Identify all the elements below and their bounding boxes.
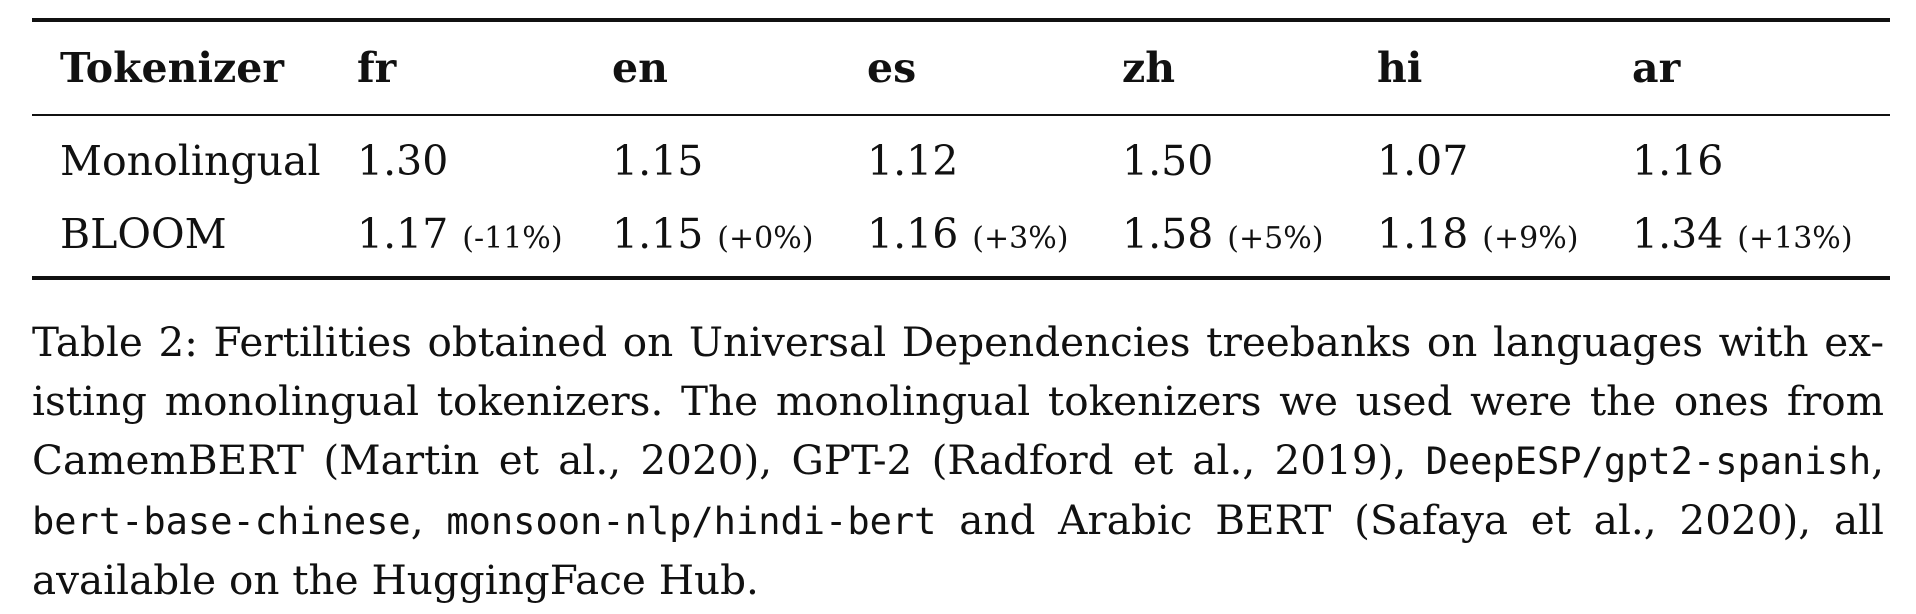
row-label: Monolingual [60,137,321,185]
cell-ar: 1.34 (+13%) [1632,210,1890,258]
cell-hi: 1.18 (+9%) [1377,210,1632,258]
cell-hi: 1.07 [1377,137,1632,185]
header-es: es [867,44,917,92]
code-deepesp: DeepESP/gpt2-spanish [1425,440,1872,483]
row-label: BLOOM [60,210,227,258]
caption-line-4: bert-base-chinese, monsoon-nlp/hindi-ber… [32,491,1884,551]
table-row-bloom: BLOOM 1.17 (-11%) 1.15 (+0%) 1.16 (+3%) 1.5… [32,202,1890,276]
cell-en: 1.15 [612,137,867,185]
code-bert-base-chinese: bert-base-chinese [32,500,411,543]
caption-line-2: isting monolingual tokenizers. The monol… [32,377,1884,425]
cell-change: (-11%) [462,221,563,256]
header-hi: hi [1377,44,1423,92]
cell-value: 1.17 [357,210,449,258]
cell-zh: 1.50 [1122,137,1377,185]
table-mid-rule [32,114,1890,116]
cell-value: 1.15 [612,210,704,258]
caption-punct: , [410,496,424,544]
cell-change: (+13%) [1737,221,1853,256]
cell-change: (+5%) [1227,221,1324,256]
cell-value: 1.18 [1377,210,1469,258]
cell-value: 1.58 [1122,210,1214,258]
code-hindi-bert: monsoon-nlp/hindi-bert [446,500,937,543]
caption-punct: , [1871,436,1885,484]
header-tokenizer: Tokenizer [60,44,284,92]
cell-value: 1.50 [1122,137,1214,185]
cell-change: (+3%) [972,221,1069,256]
cell-es: 1.16 (+3%) [867,210,1122,258]
cell-change: (+9%) [1482,221,1579,256]
cell-change: (+0%) [717,221,814,256]
cell-fr: 1.30 [357,137,612,185]
header-en: en [612,44,668,92]
header-ar: ar [1632,44,1681,92]
cell-zh: 1.58 (+5%) [1122,210,1377,258]
caption-line-3: CamemBERT (Martin et al., 2020), GPT-2 (… [32,431,1884,491]
table-header-row: Tokenizer fr en es zh hi ar [32,22,1890,114]
header-fr: fr [357,44,397,92]
table-row-monolingual: Monolingual 1.30 1.15 1.12 1.50 1.07 1.1… [32,116,1890,202]
cell-value: 1.15 [612,137,704,185]
cell-value: 1.16 [867,210,959,258]
cell-value: 1.16 [1632,137,1724,185]
cell-ar: 1.16 [1632,137,1890,185]
cell-value: 1.12 [867,137,959,185]
table-caption: Table 2: Fertilities obtained on Univers… [32,313,1884,610]
results-table: Tokenizer fr en es zh hi ar Monolingual … [32,18,1890,280]
table-bottom-rule [32,276,1890,280]
table-top-rule [32,18,1890,22]
caption-line-1: Table 2: Fertilities obtained on Univers… [32,318,1884,366]
caption-line-5: available on the HuggingFace Hub. [32,556,759,604]
cell-value: 1.30 [357,137,449,185]
cell-value: 1.07 [1377,137,1469,185]
caption-text: and Arabic BERT (Safaya et al., 2020), a… [959,496,1884,544]
cell-value: 1.34 [1632,210,1724,258]
cell-es: 1.12 [867,137,1122,185]
cell-en: 1.15 (+0%) [612,210,867,258]
caption-text: CamemBERT (Martin et al., 2020), GPT-2 (… [32,436,1407,484]
cell-fr: 1.17 (-11%) [357,210,612,258]
header-zh: zh [1122,44,1176,92]
